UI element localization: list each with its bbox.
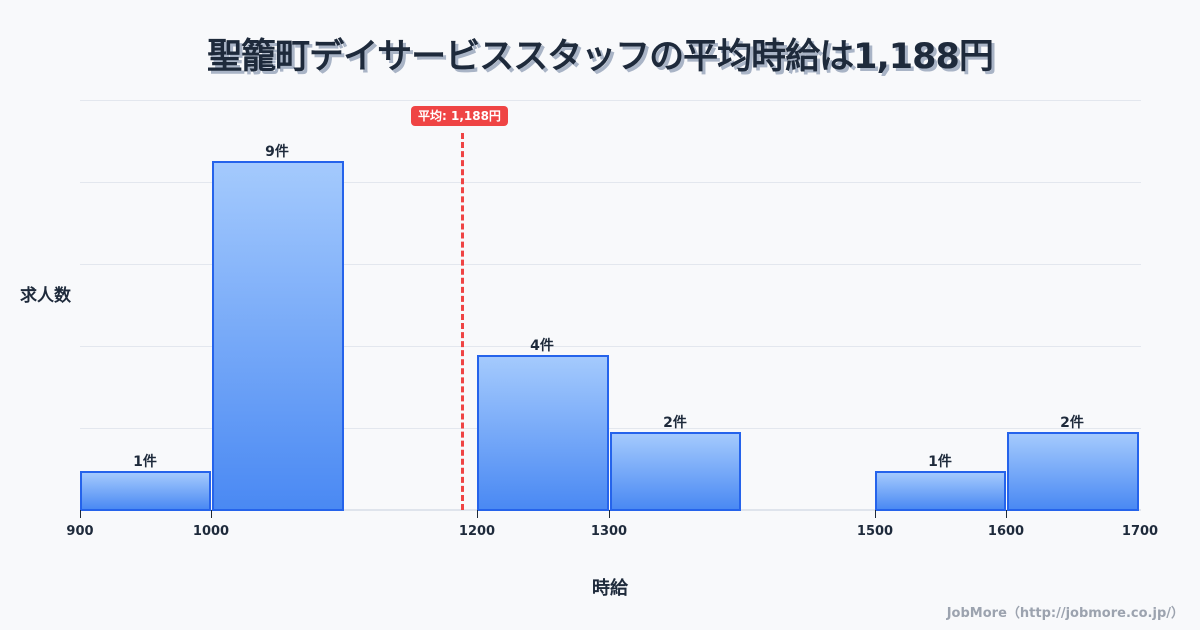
average-badge: 平均: 1,188円	[411, 106, 508, 126]
bar-count-label: 1件	[133, 454, 157, 470]
histogram-bar[interactable]	[477, 355, 609, 511]
histogram-bar[interactable]	[1007, 432, 1139, 511]
x-tick-label: 1500	[856, 524, 894, 539]
source-credit: JobMore（http://jobmore.co.jp/）	[946, 606, 1184, 621]
x-tick	[80, 510, 81, 518]
x-tick-label: 1000	[192, 524, 230, 539]
x-tick-label: 1700	[1121, 524, 1159, 539]
chart-title: 聖籠町デイサービススタッフの平均時給は1,188円	[207, 37, 994, 77]
gridline	[80, 264, 1141, 265]
histogram-bar[interactable]	[610, 432, 741, 511]
bar-count-label: 1件	[928, 454, 952, 470]
bar-count-label: 2件	[1060, 415, 1084, 431]
gridline	[80, 428, 1141, 429]
histogram-bar[interactable]	[875, 471, 1006, 511]
x-tick	[609, 510, 610, 518]
x-axis-label: 時給	[592, 578, 628, 599]
gridline	[80, 182, 1141, 183]
y-axis-label: 求人数	[20, 286, 71, 306]
x-tick-label: 1600	[987, 524, 1025, 539]
gridline	[80, 346, 1141, 347]
x-tick	[211, 510, 212, 518]
x-tick-label: 1200	[458, 524, 496, 539]
average-marker-line	[461, 133, 464, 510]
bar-count-label: 4件	[530, 338, 554, 354]
histogram-bar[interactable]	[80, 471, 211, 511]
gridline	[80, 100, 1141, 101]
x-tick-label: 900	[66, 524, 94, 539]
x-tick	[875, 510, 876, 518]
histogram-bar[interactable]	[212, 161, 344, 511]
x-tick	[477, 510, 478, 518]
x-tick	[1006, 510, 1007, 518]
x-tick-label: 1300	[590, 524, 628, 539]
bar-count-label: 2件	[663, 415, 687, 431]
bar-count-label: 9件	[265, 144, 289, 160]
